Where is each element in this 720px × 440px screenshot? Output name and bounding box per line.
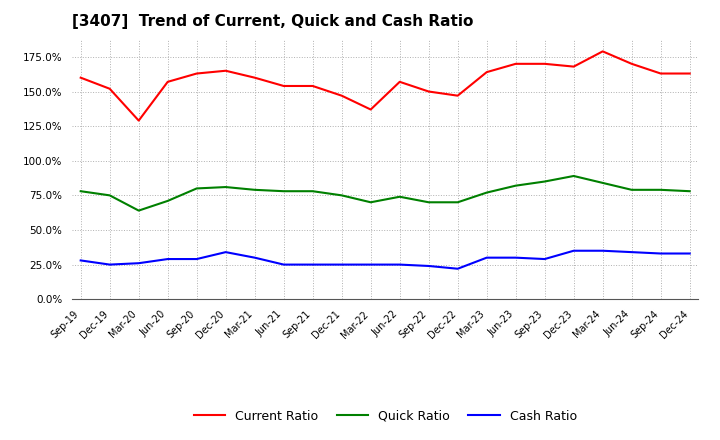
Current Ratio: [279, 83, 288, 88]
Current Ratio: [454, 93, 462, 98]
Cash Ratio: [541, 257, 549, 262]
Current Ratio: [395, 79, 404, 84]
Current Ratio: [657, 71, 665, 76]
Current Ratio: [424, 89, 433, 94]
Current Ratio: [511, 61, 520, 66]
Quick Ratio: [192, 186, 201, 191]
Cash Ratio: [482, 255, 491, 260]
Quick Ratio: [570, 173, 578, 179]
Quick Ratio: [395, 194, 404, 199]
Quick Ratio: [424, 200, 433, 205]
Quick Ratio: [598, 180, 607, 186]
Current Ratio: [251, 75, 259, 81]
Cash Ratio: [308, 262, 317, 267]
Cash Ratio: [511, 255, 520, 260]
Quick Ratio: [511, 183, 520, 188]
Cash Ratio: [135, 260, 143, 266]
Line: Cash Ratio: Cash Ratio: [81, 251, 690, 269]
Current Ratio: [105, 86, 114, 92]
Cash Ratio: [163, 257, 172, 262]
Cash Ratio: [424, 263, 433, 268]
Quick Ratio: [366, 200, 375, 205]
Current Ratio: [221, 68, 230, 73]
Current Ratio: [135, 118, 143, 123]
Cash Ratio: [251, 255, 259, 260]
Quick Ratio: [76, 189, 85, 194]
Current Ratio: [338, 93, 346, 98]
Quick Ratio: [308, 189, 317, 194]
Cash Ratio: [338, 262, 346, 267]
Cash Ratio: [192, 257, 201, 262]
Current Ratio: [366, 107, 375, 112]
Current Ratio: [598, 49, 607, 54]
Current Ratio: [627, 61, 636, 66]
Current Ratio: [482, 70, 491, 75]
Quick Ratio: [221, 184, 230, 190]
Cash Ratio: [366, 262, 375, 267]
Cash Ratio: [657, 251, 665, 256]
Quick Ratio: [541, 179, 549, 184]
Cash Ratio: [627, 249, 636, 255]
Quick Ratio: [163, 198, 172, 204]
Current Ratio: [541, 61, 549, 66]
Quick Ratio: [338, 193, 346, 198]
Line: Current Ratio: Current Ratio: [81, 51, 690, 121]
Cash Ratio: [685, 251, 694, 256]
Cash Ratio: [395, 262, 404, 267]
Quick Ratio: [482, 190, 491, 195]
Text: [3407]  Trend of Current, Quick and Cash Ratio: [3407] Trend of Current, Quick and Cash …: [72, 14, 473, 29]
Quick Ratio: [105, 193, 114, 198]
Quick Ratio: [454, 200, 462, 205]
Current Ratio: [192, 71, 201, 76]
Quick Ratio: [657, 187, 665, 192]
Quick Ratio: [627, 187, 636, 192]
Quick Ratio: [251, 187, 259, 192]
Cash Ratio: [76, 258, 85, 263]
Cash Ratio: [105, 262, 114, 267]
Legend: Current Ratio, Quick Ratio, Cash Ratio: Current Ratio, Quick Ratio, Cash Ratio: [189, 405, 582, 428]
Cash Ratio: [454, 266, 462, 271]
Quick Ratio: [279, 189, 288, 194]
Cash Ratio: [279, 262, 288, 267]
Quick Ratio: [135, 208, 143, 213]
Current Ratio: [163, 79, 172, 84]
Line: Quick Ratio: Quick Ratio: [81, 176, 690, 211]
Cash Ratio: [221, 249, 230, 255]
Cash Ratio: [598, 248, 607, 253]
Current Ratio: [570, 64, 578, 69]
Quick Ratio: [685, 189, 694, 194]
Cash Ratio: [570, 248, 578, 253]
Current Ratio: [308, 83, 317, 88]
Current Ratio: [685, 71, 694, 76]
Current Ratio: [76, 75, 85, 81]
